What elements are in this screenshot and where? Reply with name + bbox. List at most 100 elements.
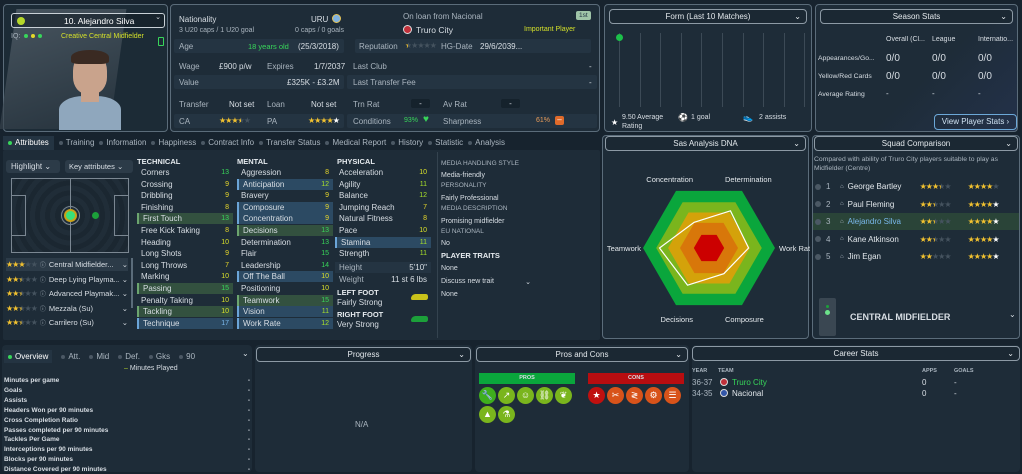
radio-icon[interactable] <box>815 218 821 225</box>
tab-contract-info[interactable]: Contract Info <box>201 138 254 148</box>
attribute-row[interactable]: Composure 9 <box>237 201 333 213</box>
squad-player-row[interactable]: 5 ⌂ Jim Egan ★★★★★ ★★★★★ <box>813 248 1019 265</box>
chevron-down-icon[interactable]: ⌄ <box>121 303 128 313</box>
attribute-row[interactable]: Marking 10 <box>137 271 233 282</box>
squad-comparison-dropdown[interactable]: Squad Comparison ⌄ <box>814 136 1018 151</box>
chevron-down-icon[interactable]: ⌄ <box>121 274 128 284</box>
key-attributes-dropdown[interactable]: Key attributes ⌄ <box>65 160 133 173</box>
overview-tab-def[interactable]: Def. <box>118 352 140 361</box>
attribute-row[interactable]: Tackling 10 <box>137 306 233 318</box>
career-stats-dropdown[interactable]: Career Stats ⌄ <box>692 346 1020 361</box>
attribute-row[interactable]: Balance 12 <box>335 190 431 201</box>
attribute-row[interactable]: Determination 13 <box>237 237 333 248</box>
overview-tab-90[interactable]: 90 <box>179 352 195 361</box>
attribute-row[interactable]: Strength 11 <box>335 248 431 259</box>
chain-icon[interactable]: ⛓ <box>536 387 553 404</box>
attribute-row[interactable]: Teamwork 15 <box>237 294 333 306</box>
view-player-stats-button[interactable]: View Player Stats › <box>934 114 1017 130</box>
cone-icon[interactable]: ▲ <box>479 406 496 423</box>
career-team[interactable]: Truro City <box>732 378 767 387</box>
radio-icon[interactable] <box>815 236 821 242</box>
role-item[interactable]: ★★★★★ ⓘ Mezzala (Su) ⌄ <box>6 302 128 315</box>
star-icon[interactable]: ★ <box>588 387 605 404</box>
attribute-row[interactable]: Leadership 14 <box>237 260 333 271</box>
attribute-row[interactable]: Agility 11 <box>335 179 431 190</box>
attribute-row[interactable]: Long Throws 7 <box>137 260 233 271</box>
attribute-row[interactable]: First Touch 13 <box>137 213 233 225</box>
player-name-selector[interactable]: 10. Alejandro Silva ⌄ <box>11 13 165 28</box>
chevron-down-icon[interactable]: ⌄ <box>121 260 128 269</box>
chevron-down-icon[interactable]: ⌄ <box>121 289 128 299</box>
role-item[interactable]: ★★★★★ ⓘ Carrilero (Su) ⌄ <box>6 316 128 329</box>
squad-player-row[interactable]: 3 ⌂ Alejandro Silva ★★★★★ ★★★★★ <box>813 213 1019 230</box>
role-list-scrollbar[interactable] <box>131 258 133 308</box>
cone-gear-icon[interactable]: ⚙ <box>645 387 662 404</box>
overview-tab-mid[interactable]: Mid <box>89 352 109 361</box>
attribute-row[interactable]: Bravery 9 <box>237 190 333 201</box>
chevron-down-icon[interactable]: ⌄ <box>121 318 128 328</box>
tab-analysis[interactable]: Analysis <box>468 138 505 148</box>
attribute-row[interactable]: Crossing 9 <box>137 179 233 190</box>
attribute-row[interactable]: Free Kick Taking 8 <box>137 225 233 236</box>
attribute-row[interactable]: Heading 10 <box>137 237 233 248</box>
attribute-row[interactable]: Dribbling 9 <box>137 190 233 201</box>
chevron-down-icon[interactable]: ⌄ <box>1009 310 1016 319</box>
attribute-row[interactable]: Technique 17 <box>137 317 233 329</box>
sharpness-minus-icon[interactable]: – <box>555 116 564 125</box>
attribute-row[interactable]: Vision 11 <box>237 306 333 318</box>
radio-icon[interactable] <box>815 201 821 207</box>
attribute-row[interactable]: Flair 15 <box>237 248 333 259</box>
attribute-row[interactable]: Off The Ball 10 <box>237 271 333 283</box>
attribute-row[interactable]: Decisions 13 <box>237 225 333 236</box>
club-name[interactable]: Truro City <box>416 25 453 35</box>
tab-information[interactable]: Information <box>99 138 146 148</box>
position-selector[interactable]: CENTRAL MIDFIELDER <box>850 312 951 322</box>
tab-statistic[interactable]: Statistic <box>428 138 463 148</box>
season-stats-dropdown[interactable]: Season Stats ⌄ <box>820 9 1013 24</box>
tab-medical-report[interactable]: Medical Report <box>325 138 386 148</box>
attribute-row[interactable]: Natural Fitness 8 <box>335 213 431 224</box>
discuss-new-trait-dropdown[interactable]: Discuss new trait ⌄ <box>441 278 531 286</box>
overview-tab-att[interactable]: Att. <box>61 352 80 361</box>
pros-cons-dropdown[interactable]: Pros and Cons ⌄ <box>476 347 688 362</box>
scissors-icon[interactable]: ✂ <box>607 387 624 404</box>
overview-tab-overview[interactable]: Overview <box>4 350 53 363</box>
highlight-dropdown[interactable]: Highlight ⌄ <box>6 160 60 173</box>
radio-icon[interactable] <box>815 183 821 190</box>
trend-up-icon[interactable]: ↗ <box>498 387 515 404</box>
overview-tab-gks[interactable]: Gks <box>148 352 170 361</box>
wrench-icon[interactable]: 🔧 <box>479 387 496 404</box>
tab-transfer-status[interactable]: Transfer Status <box>259 138 320 148</box>
attribute-row[interactable]: Stamina 11 <box>335 236 431 248</box>
attribute-row[interactable]: Corners 13 <box>137 167 233 178</box>
attribute-row[interactable]: Finishing 8 <box>137 202 233 213</box>
dna-dropdown[interactable]: Sas Analysis DNA ⌄ <box>605 136 806 151</box>
attribute-row[interactable]: Acceleration 10 <box>335 167 431 178</box>
attribute-row[interactable]: Work Rate 12 <box>237 317 333 329</box>
squad-player-row[interactable]: 4 ⌂ Kane Atkinson ★★★★★ ★★★★★ <box>813 231 1019 248</box>
attribute-row[interactable]: Positioning 10 <box>237 283 333 294</box>
tab-attributes[interactable]: Attributes <box>3 136 54 150</box>
form-dropdown[interactable]: Form (Last 10 Matches) ⌄ <box>609 9 807 24</box>
role-item[interactable]: ★★★★★ ⓘ Central Midfielder... ⌄ <box>6 258 128 271</box>
tab-training[interactable]: Training <box>58 138 94 148</box>
radio-icon[interactable] <box>815 253 821 260</box>
attribute-row[interactable]: Passing 15 <box>137 283 233 294</box>
attribute-row[interactable]: Concentration 9 <box>237 213 333 225</box>
squad-player-row[interactable]: 2 ⌂ Paul Fleming ★★★★★ ★★★★★ <box>813 196 1019 213</box>
wings-icon[interactable]: ❦ <box>555 387 572 404</box>
attribute-row[interactable]: Pace 10 <box>335 225 431 236</box>
battery-icon[interactable] <box>158 37 164 46</box>
tab-happiness[interactable]: Happiness <box>151 138 196 148</box>
attribute-row[interactable]: Aggression 8 <box>237 167 333 178</box>
flask-icon[interactable]: ⚗ <box>498 406 515 423</box>
head-icon[interactable]: ☺ <box>517 387 534 404</box>
form-rating-dot[interactable] <box>616 33 623 41</box>
document-icon[interactable]: ☰ <box>664 387 681 404</box>
career-team[interactable]: Nacional <box>732 389 764 398</box>
role-item[interactable]: ★★★★★ ⓘ Deep Lying Playma... ⌄ <box>6 273 128 286</box>
attribute-row[interactable]: Penalty Taking 10 <box>137 295 233 306</box>
attribute-row[interactable]: Long Shots 9 <box>137 248 233 259</box>
tab-history[interactable]: History <box>391 138 423 148</box>
progress-dropdown[interactable]: Progress ⌄ <box>256 347 471 362</box>
